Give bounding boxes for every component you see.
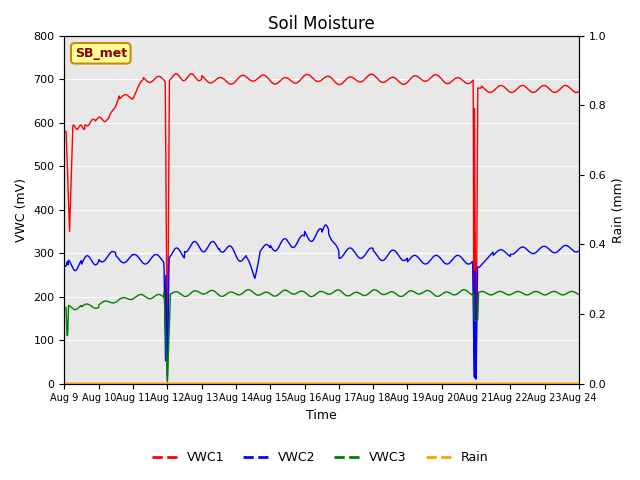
Text: SB_met: SB_met <box>75 47 127 60</box>
X-axis label: Time: Time <box>307 409 337 422</box>
Y-axis label: VWC (mV): VWC (mV) <box>15 178 28 242</box>
Y-axis label: Rain (mm): Rain (mm) <box>612 177 625 242</box>
Title: Soil Moisture: Soil Moisture <box>268 15 375 33</box>
Legend: VWC1, VWC2, VWC3, Rain: VWC1, VWC2, VWC3, Rain <box>147 446 493 469</box>
